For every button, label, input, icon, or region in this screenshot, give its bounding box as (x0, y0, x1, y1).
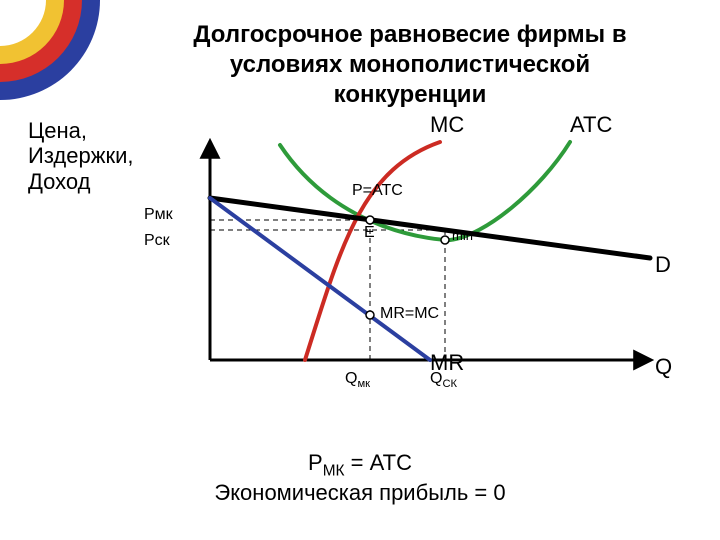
bottom-formula-2: Экономическая прибыль = 0 (0, 480, 720, 506)
y-axis-label-line-2: Издержки, (28, 143, 133, 168)
label-qmk: Qмк (345, 370, 370, 390)
label-mc: MC (430, 112, 464, 138)
corner-decoration (0, 0, 100, 100)
page-title: Долгосрочное равновесие фирмы в условиях… (130, 20, 690, 110)
title-line-3: конкуренции (334, 81, 487, 108)
label-psk: Рск (144, 232, 170, 250)
label-d: D (655, 252, 671, 278)
label-pmk: Рмк (144, 206, 173, 224)
y-axis-label-line-1: Цена, (28, 118, 87, 143)
equilibrium-chart: MCATCDMRQP=ATCEminMR=MCРмкРскQмкQСК (150, 130, 670, 390)
label-qsk: QСК (430, 370, 457, 390)
title-line-2: условиях монополистической (230, 51, 590, 78)
label-p-atc: P=ATC (352, 182, 403, 200)
y-axis-label-line-3: Доход (28, 169, 90, 194)
label-q: Q (655, 354, 672, 380)
title-line-1: Долгосрочное равновесие фирмы в (193, 21, 626, 48)
label-mr-mc: MR=MC (380, 305, 439, 323)
formula-pmk-atc: РМК = ATC (308, 450, 412, 475)
label-e: E (364, 224, 375, 242)
label-atc: ATC (570, 112, 612, 138)
formula-profit-zero: Экономическая прибыль = 0 (214, 480, 505, 505)
y-axis-label: Цена, Издержки, Доход (28, 118, 133, 194)
label-min: min (452, 228, 473, 243)
bottom-formula-1: РМК = ATC (0, 450, 720, 480)
